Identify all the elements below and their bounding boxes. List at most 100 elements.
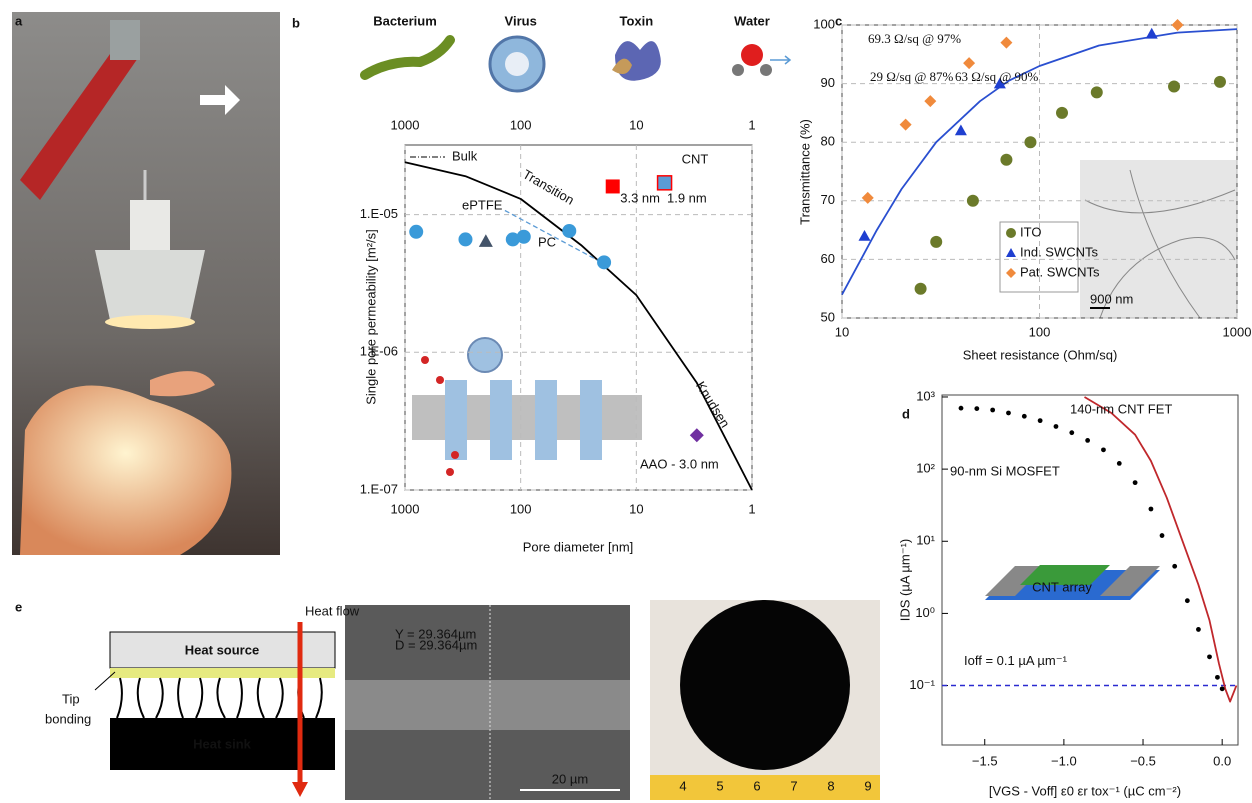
- point: [955, 124, 967, 135]
- series-line: [1085, 397, 1237, 702]
- x-tick-label: 0.0: [1213, 753, 1231, 768]
- x-tick-label: 1000: [391, 501, 420, 516]
- point: [974, 406, 979, 411]
- top-axis-label: Water: [734, 13, 770, 28]
- point: [1069, 430, 1074, 435]
- x-tick-label: −0.5: [1130, 753, 1156, 768]
- point: [1022, 414, 1027, 419]
- point: [990, 408, 995, 413]
- point: [1038, 418, 1043, 423]
- point: [1168, 81, 1180, 93]
- panel-label: b: [292, 15, 300, 30]
- y-tick-label: 10¹: [916, 533, 935, 548]
- x-tick-label: 1: [748, 501, 755, 516]
- y-tick-label: 70: [821, 192, 835, 207]
- inset-scale-label: 900 nm: [1090, 291, 1133, 306]
- point: [1054, 424, 1059, 429]
- x-tick-label: 100: [1029, 324, 1051, 339]
- ruler-label: 6: [753, 778, 760, 793]
- point: [1214, 76, 1226, 88]
- point: [930, 236, 942, 248]
- x-tick-label: 100: [510, 501, 532, 516]
- x-axis-label: Sheet resistance (Ohm/sq): [963, 347, 1118, 362]
- top-axis-label: Bacterium: [373, 13, 437, 28]
- membrane-inset: [412, 338, 642, 476]
- point: [1091, 86, 1103, 98]
- tip-bonding-label: bonding: [45, 711, 91, 726]
- point: [1207, 654, 1212, 659]
- point: [658, 176, 672, 190]
- point: [1000, 154, 1012, 166]
- point: [1133, 480, 1138, 485]
- top-tick-label: 100: [510, 117, 532, 132]
- sem-scale-label: 20 µm: [552, 771, 588, 786]
- diagram-e: [95, 600, 880, 800]
- series-label: 90-nm Si MOSFET: [950, 463, 1060, 478]
- panel-label: e: [15, 599, 22, 614]
- y-tick-label: 10³: [916, 388, 935, 403]
- y-tick-label: 80: [821, 134, 835, 149]
- heat-source-label: Heat source: [185, 642, 259, 657]
- ruler-label: 9: [864, 778, 871, 793]
- x-tick-label: −1.0: [1051, 753, 1077, 768]
- point: [479, 234, 493, 247]
- point: [562, 224, 576, 238]
- y-tick-label: 10⁻¹: [909, 677, 935, 692]
- y-tick-label: 60: [821, 251, 835, 266]
- tip-bonding-label: Tip: [62, 691, 80, 706]
- y-tick-label: 100: [813, 16, 835, 31]
- heat-sink-label: Heat sink: [193, 736, 252, 751]
- annotation: Knudsen: [693, 379, 733, 430]
- icons-b: [365, 37, 790, 157]
- point: [1196, 627, 1201, 632]
- y-tick-label: 1.E-05: [360, 206, 398, 221]
- series-label: Transition: [520, 166, 577, 207]
- x-tick-label: 1000: [1223, 324, 1252, 339]
- reference-label: Ioff = 0.1 µA µm⁻¹: [964, 653, 1068, 668]
- point: [959, 406, 964, 411]
- point: [1149, 507, 1154, 512]
- y-axis-label: Single pore permeability [m²/s]: [363, 229, 378, 405]
- figure: abcde1.E-071.E-061.E-051000Bacterium1000…: [0, 0, 1252, 803]
- y-axis-label: IDS (µA µm⁻¹): [897, 539, 912, 622]
- point: [963, 57, 975, 69]
- y-tick-label: 10⁰: [915, 605, 935, 620]
- y-tick-label: 10²: [916, 461, 935, 476]
- point: [1101, 447, 1106, 452]
- top-tick-label: 10: [629, 117, 643, 132]
- point: [597, 255, 611, 269]
- series-label: 140-nm CNT FET: [1070, 401, 1172, 416]
- point: [1000, 37, 1012, 49]
- annotation: 29 Ω/sq @ 87%: [870, 69, 954, 84]
- annotation: CNT: [682, 151, 709, 166]
- panel-label: c: [835, 13, 842, 28]
- point: [967, 195, 979, 207]
- legend-label: Pat. SWCNTs: [1020, 264, 1100, 279]
- point: [1172, 19, 1184, 31]
- ruler-label: 4: [679, 778, 686, 793]
- point: [859, 230, 871, 241]
- top-axis-label: Toxin: [619, 13, 653, 28]
- annotation: 63 Ω/sq @ 90%: [955, 69, 1039, 84]
- point: [1220, 686, 1225, 691]
- point: [517, 230, 531, 244]
- legend-label: Ind. SWCNTs: [1020, 244, 1099, 259]
- series-label: ePTFE: [462, 197, 503, 212]
- point: [1185, 598, 1190, 603]
- series-label: PC: [538, 234, 556, 249]
- panel-label: a: [15, 13, 23, 28]
- ruler-label: 7: [790, 778, 797, 793]
- top-axis-label: Virus: [505, 13, 537, 28]
- series-label: AAO - 3.0 nm: [640, 456, 719, 471]
- series-label: 1.9 nm: [667, 190, 707, 205]
- annotation: CNT array: [1032, 579, 1092, 594]
- y-tick-label: 90: [821, 75, 835, 90]
- point: [900, 119, 912, 131]
- sem-label: D = 29.364µm: [395, 637, 477, 652]
- point: [1056, 107, 1068, 119]
- annotation: 69.3 Ω/sq @ 97%: [868, 31, 961, 46]
- point: [1146, 28, 1158, 39]
- x-tick-label: 10: [629, 501, 643, 516]
- photo-a: [12, 12, 280, 555]
- x-tick-label: 10: [835, 324, 849, 339]
